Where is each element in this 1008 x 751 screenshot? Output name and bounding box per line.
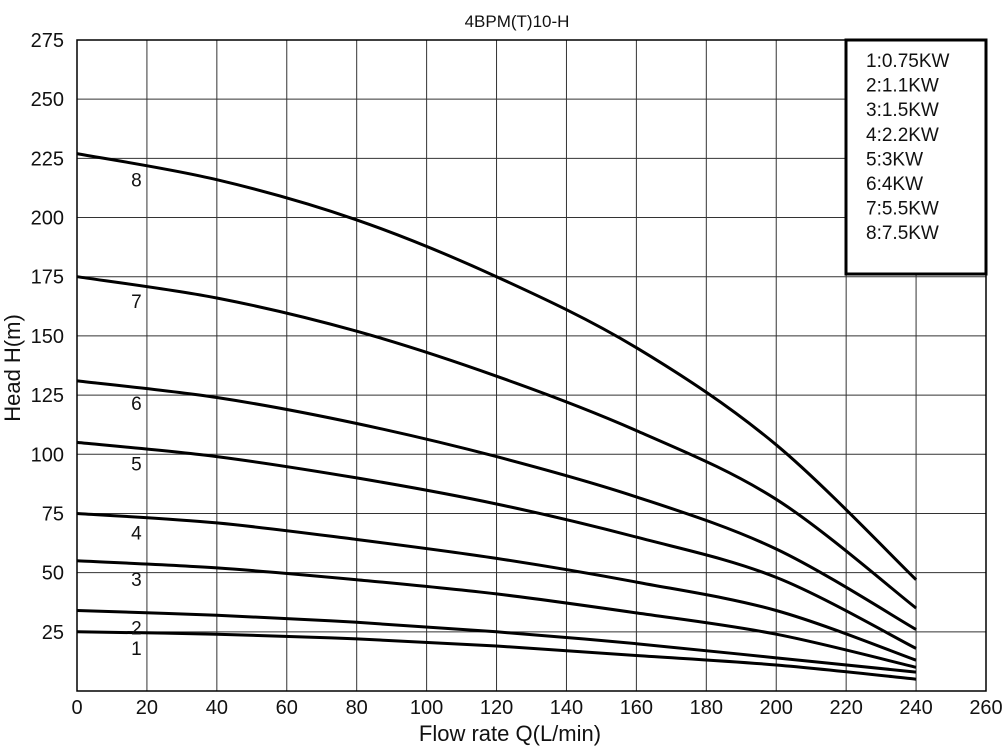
chart-title: 4BPM(T)10-H	[465, 12, 570, 31]
y-tick-label: 175	[31, 267, 64, 289]
x-tick-label: 140	[550, 697, 583, 719]
curve-label-8: 8	[131, 171, 142, 192]
y-tick-label: 100	[31, 444, 64, 466]
x-tick-label: 0	[71, 697, 82, 719]
y-axis-label: Head H(m)	[0, 314, 25, 422]
x-tick-labels: 0 20 40 60 80 100 120 140 160 180 200 220 240 260	[71, 697, 1002, 719]
y-tick-label: 200	[31, 208, 64, 230]
x-axis-label: Flow rate Q(L/min)	[419, 721, 601, 746]
x-tick-label: 80	[346, 697, 368, 719]
curve-label-5: 5	[131, 454, 142, 475]
curve-label-3: 3	[131, 570, 142, 591]
y-tick-label: 25	[42, 622, 64, 644]
legend-item: 8:7.5KW	[866, 223, 939, 244]
curve-5	[76, 440, 917, 650]
y-tick-label: 250	[31, 89, 64, 111]
legend-item: 3:1.5KW	[866, 100, 939, 121]
curve-6	[76, 379, 917, 631]
x-tick-label: 40	[206, 697, 228, 719]
curve-8	[76, 152, 918, 581]
legend-item: 1:0.75KW	[866, 51, 949, 72]
curve-1	[76, 630, 917, 681]
curves	[76, 152, 918, 681]
x-tick-label: 100	[410, 697, 443, 719]
x-tick-label: 240	[899, 697, 932, 719]
x-tick-label: 20	[136, 697, 158, 719]
y-tick-label: 150	[31, 326, 64, 348]
curve-3	[76, 559, 917, 669]
curve-label-1: 1	[131, 639, 142, 660]
curve-label-4: 4	[131, 523, 142, 544]
curve-4	[76, 512, 917, 662]
y-tick-label: 225	[31, 148, 64, 170]
legend-item: 5:3KW	[866, 149, 923, 170]
y-tick-label: 50	[42, 563, 64, 585]
curve-label-7: 7	[131, 292, 142, 313]
legend-box	[844, 38, 988, 276]
plot-frame	[76, 39, 987, 692]
curve-label-6: 6	[131, 394, 142, 415]
y-tick-labels: 25 50 75 100 125 150 175 200 225 250 275	[31, 30, 64, 644]
legend-item: 6:4KW	[866, 174, 923, 195]
x-tick-label: 180	[690, 697, 723, 719]
legend-item: 2:1.1KW	[866, 76, 939, 97]
x-tick-label: 160	[620, 697, 653, 719]
legend-item: 7:5.5KW	[866, 199, 939, 220]
curve-labels: 12 3 4 5 6 7 8	[131, 171, 142, 660]
x-tick-label: 260	[969, 697, 1002, 719]
y-tick-label: 275	[31, 30, 64, 52]
legend: 1:0.75KW 2:1.1KW 3:1.5KW 4:2.2KW 5:3KW 6:4KW 7…	[844, 38, 988, 276]
y-tick-label: 125	[31, 385, 64, 407]
x-tick-label: 120	[480, 697, 513, 719]
curve-7	[76, 275, 918, 610]
y-tick-label: 75	[42, 503, 64, 525]
x-tick-label: 60	[276, 697, 298, 719]
legend-item: 4:2.2KW	[866, 125, 939, 146]
x-tick-label: 220	[829, 697, 862, 719]
curve-label-2: 2	[131, 619, 142, 640]
x-tick-label: 200	[760, 697, 793, 719]
legend-items: 1:0.75KW 2:1.1KW 3:1.5KW 4:2.2KW 5:3KW 6:4KW 7…	[866, 51, 949, 244]
curve-2	[76, 609, 917, 674]
